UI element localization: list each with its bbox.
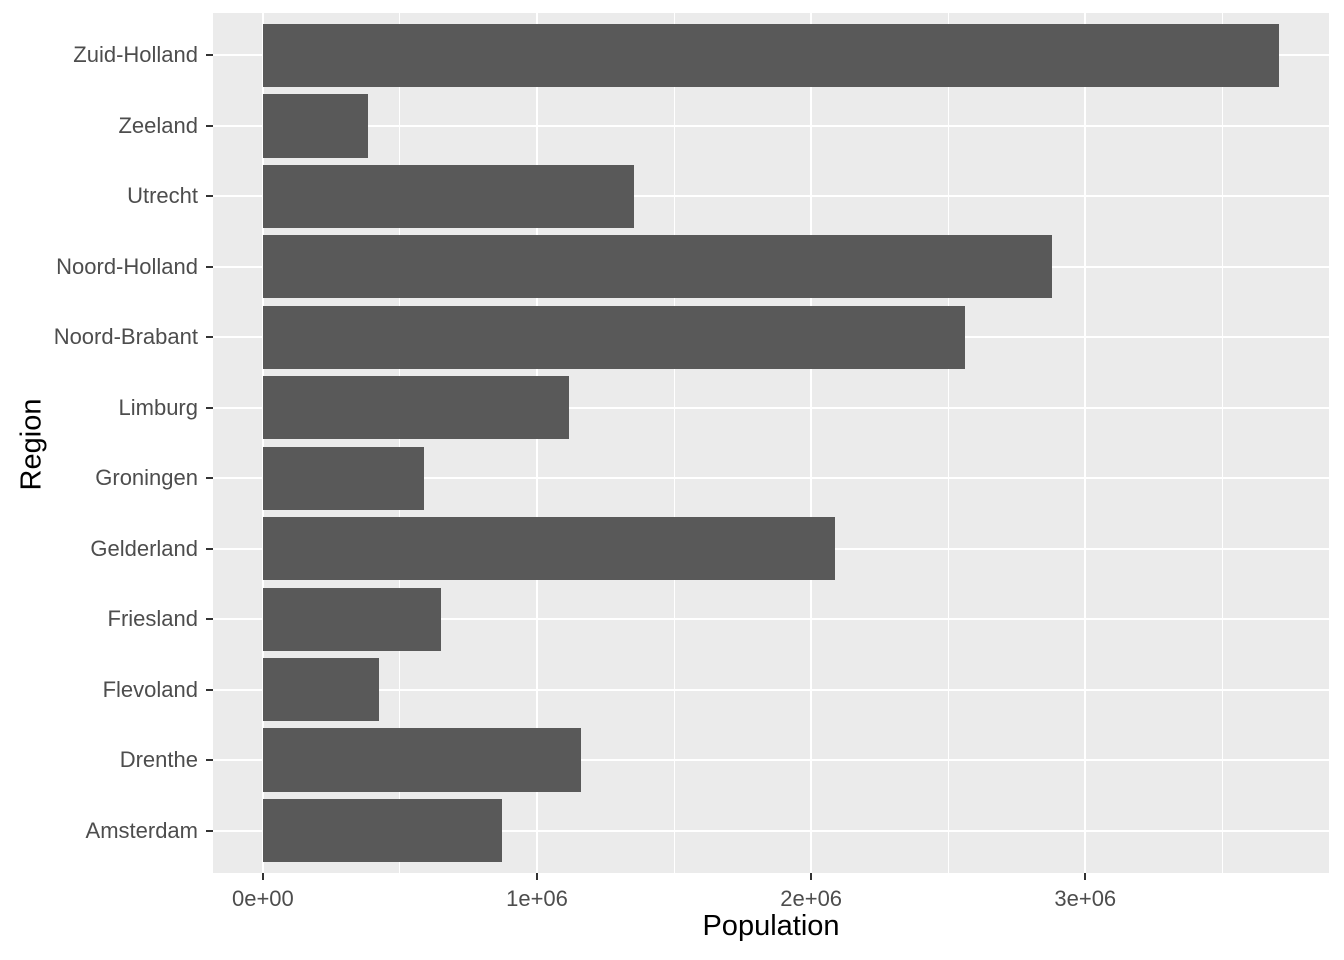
bar-limburg (262, 376, 570, 440)
gridline-minor-vertical (1221, 13, 1223, 873)
y-tick-label-noord-holland: Noord-Holland (56, 253, 198, 279)
gridline-major-horizontal (213, 195, 1329, 198)
gridline-major-horizontal (213, 759, 1329, 762)
bar-gelderland (262, 517, 835, 581)
y-tick-label-amsterdam: Amsterdam (85, 817, 198, 843)
y-tick-mark (206, 829, 213, 832)
x-axis-title: Population (702, 910, 840, 942)
y-tick-label-groningen: Groningen (95, 465, 198, 491)
x-tick-mark (261, 873, 264, 880)
y-tick-label-limburg: Limburg (118, 394, 198, 420)
gridline-major-horizontal (213, 829, 1329, 832)
x-tick-label-1e-06: 1e+06 (506, 886, 568, 911)
x-tick-mark (810, 873, 813, 880)
gridline-major-horizontal (213, 406, 1329, 409)
y-tick-mark (206, 195, 213, 198)
bar-noord-brabant (262, 305, 966, 369)
gridline-major-vertical (536, 13, 539, 873)
y-tick-mark (206, 54, 213, 57)
bar-friesland (262, 587, 442, 651)
gridline-major-horizontal (213, 618, 1329, 621)
bar-drenthe (262, 728, 582, 792)
y-tick-label-zeeland: Zeeland (118, 112, 198, 138)
y-tick-mark (206, 124, 213, 127)
x-tick-mark (536, 873, 539, 880)
bar-noord-holland (262, 235, 1053, 299)
y-tick-mark (206, 406, 213, 409)
y-tick-mark (206, 618, 213, 621)
x-tick-label-3e-06: 3e+06 (1054, 886, 1117, 911)
y-tick-label-gelderland: Gelderland (90, 535, 198, 561)
gridline-major-horizontal (213, 477, 1329, 480)
bar-flevoland (262, 658, 379, 722)
y-tick-label-utrecht: Utrecht (127, 183, 198, 209)
gridline-major-horizontal (213, 124, 1329, 127)
y-tick-label-drenthe: Drenthe (119, 747, 198, 773)
gridline-major-vertical (261, 13, 264, 873)
y-tick-mark (206, 759, 213, 762)
bar-zeeland (262, 94, 368, 158)
y-tick-mark (206, 336, 213, 339)
y-tick-mark (206, 547, 213, 550)
y-tick-label-noord-brabant: Noord-Brabant (53, 324, 198, 350)
x-tick-mark (1084, 873, 1087, 880)
y-tick-label-flevoland: Flevoland (102, 676, 198, 702)
y-tick-mark (206, 265, 213, 268)
x-tick-label-0e-00: 0e+00 (231, 886, 294, 911)
gridline-minor-vertical (947, 13, 949, 873)
gridline-major-vertical (810, 13, 813, 873)
x-tick-label-2e-06: 2e+06 (780, 886, 843, 911)
gridline-minor-vertical (399, 13, 401, 873)
bar-utrecht (262, 164, 635, 228)
bar-amsterdam (262, 798, 503, 863)
y-axis-title: Region (15, 398, 48, 491)
gridline-major-vertical (1084, 13, 1087, 873)
y-tick-mark (206, 688, 213, 691)
y-tick-mark (206, 477, 213, 480)
bar-zuid-holland (262, 23, 1280, 87)
bar-groningen (262, 446, 424, 510)
y-tick-label-zuid-holland: Zuid-Holland (73, 42, 198, 68)
gridline-minor-vertical (673, 13, 675, 873)
gridline-major-horizontal (213, 688, 1329, 691)
plot-panel (213, 13, 1329, 873)
y-tick-label-friesland: Friesland (107, 606, 198, 632)
